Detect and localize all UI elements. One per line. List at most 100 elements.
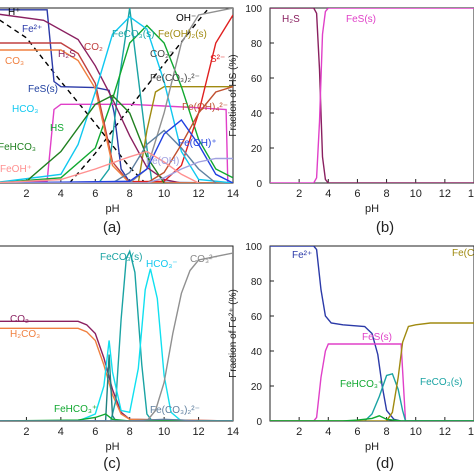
series-label: CO₃ <box>5 56 24 67</box>
x-tick-label: 14 <box>468 188 474 200</box>
x-tick-label: 14 <box>227 188 239 200</box>
y-axis-title: Fraction of Fe²⁺ (%) <box>228 289 239 378</box>
series-line <box>0 8 233 183</box>
x-tick-label: 4 <box>325 426 331 438</box>
series-label: Fe(OH) <box>146 156 179 167</box>
x-tick-label: 12 <box>192 426 204 438</box>
series-line <box>0 252 233 421</box>
series-label: Fe(CO₃)₂²⁻ <box>150 73 200 84</box>
series-label: HCO₃⁻ <box>146 259 178 270</box>
x-tick-label: 12 <box>439 426 451 438</box>
x-axis-title: pH <box>365 441 379 453</box>
series-line <box>0 24 233 183</box>
panel-1: 2 4 6 8 10 12 14 pH H⁺Fe²⁺ FeCO₃(s) Fe(OH)₂(s) OH⁻ C… <box>0 7 239 236</box>
x-axis-title: pH <box>365 203 379 215</box>
series-label: FeCO₃(s) <box>112 29 154 40</box>
y-tick-label: 0 <box>256 179 262 190</box>
y-tick-label: 80 <box>251 277 263 288</box>
series-label: H₂CO₃ <box>10 329 40 340</box>
series-line <box>0 86 233 183</box>
panel-caption: (c) <box>103 455 121 472</box>
series-line <box>68 8 210 183</box>
series-line <box>270 372 474 421</box>
series-line <box>0 413 233 421</box>
x-tick-label: 6 <box>354 426 360 438</box>
series-line <box>0 19 146 183</box>
series-line <box>0 354 233 421</box>
series-label: CO₂ <box>84 42 103 53</box>
x-tick-label: 8 <box>127 188 133 200</box>
series-line <box>270 8 474 183</box>
x-tick-label: 6 <box>92 426 98 438</box>
x-tick-label: 10 <box>158 188 170 200</box>
series-line <box>0 249 233 421</box>
panel-2: 2 4 6 8 10 12 14 pH 0 20 40 60 80 100 Fraction of HS (… <box>228 4 474 236</box>
series-label: OH⁻ <box>176 13 196 24</box>
series-line <box>0 418 233 421</box>
series-label: H₂S <box>58 49 76 60</box>
series-label: Fe²⁺ <box>292 250 312 261</box>
series-label: Fe(CO₃)₂²⁻ <box>150 405 200 416</box>
series-label: FeS(s) <box>28 84 58 95</box>
series-label: H₂S <box>282 14 300 25</box>
x-tick-label: 2 <box>296 426 302 438</box>
x-tick-label: 4 <box>58 426 64 438</box>
series-label: CO₂ <box>10 314 29 325</box>
x-tick-label: 4 <box>58 188 64 200</box>
x-tick-label: 12 <box>439 188 451 200</box>
series-line <box>270 322 474 421</box>
plot-frame <box>269 7 474 184</box>
y-tick-label: 20 <box>251 144 263 155</box>
series-label: FeS(s) <box>362 332 392 343</box>
series-label: FeCO₃(s) <box>100 252 142 263</box>
series-line <box>0 86 233 183</box>
series-label: HS <box>50 123 64 134</box>
series-label: Fe(OH)⁺ <box>178 138 217 149</box>
x-tick-label: 6 <box>354 188 360 200</box>
series-label: FeCO₃(s) <box>420 377 462 388</box>
series-line <box>0 268 233 421</box>
y-axis-title: Fraction of HS (%) <box>228 54 239 136</box>
x-tick-label: 10 <box>410 426 422 438</box>
y-tick-label: 40 <box>251 109 263 120</box>
series-label: Fe²⁺ <box>22 24 42 35</box>
series-label: CO₂⁻ <box>150 49 174 60</box>
series-line <box>270 343 474 421</box>
x-tick-label: 8 <box>384 188 390 200</box>
series-label: Fe(CO <box>452 248 474 259</box>
series-line <box>270 8 474 183</box>
y-tick-label: 100 <box>245 4 262 15</box>
series-line <box>0 14 233 183</box>
series-label: FeOH⁺ <box>0 164 32 175</box>
series-line <box>0 49 233 183</box>
x-tick-label: 14 <box>468 426 474 438</box>
x-tick-label: 6 <box>92 188 98 200</box>
series-label: CO₃²⁻ <box>190 254 218 265</box>
x-tick-label: 10 <box>410 188 422 200</box>
x-tick-label: 2 <box>296 188 302 200</box>
y-tick-label: 60 <box>251 74 263 85</box>
series-label: FeS(s) <box>346 14 376 25</box>
panel-3: 2 4 6 8 10 12 14 pH FeCO₃(s) HCO₃⁻ CO₃²⁻ CO₂ H₂CO₃ Fe… <box>0 245 239 472</box>
x-tick-label: 14 <box>227 426 239 438</box>
x-axis-title: pH <box>105 441 119 453</box>
series-line <box>270 246 474 421</box>
x-axis-title: pH <box>105 203 119 215</box>
x-tick-label: 2 <box>23 188 29 200</box>
series-label: Fe(OH)₂(s) <box>158 29 207 40</box>
series-line <box>0 327 233 421</box>
panel-caption: (d) <box>376 455 394 472</box>
series-line <box>0 150 199 183</box>
y-tick-label: 100 <box>245 242 262 253</box>
y-tick-label: 40 <box>251 347 263 358</box>
panel-4: 2 4 6 8 10 12 14 pH 0 20 40 60 80 100 Fraction of Fe²⁺… <box>228 242 474 472</box>
panel-caption: (b) <box>376 219 394 236</box>
x-tick-label: 2 <box>23 426 29 438</box>
x-tick-label: 8 <box>127 426 133 438</box>
series-label: FeHCO₃ <box>0 142 36 153</box>
series-label: Fe(OH)₄²⁻ <box>182 102 228 113</box>
series-label: FeHCO₃⁺ <box>54 404 97 415</box>
series-label: H⁺ <box>8 7 21 18</box>
x-tick-label: 10 <box>158 426 170 438</box>
series-line <box>270 415 474 421</box>
